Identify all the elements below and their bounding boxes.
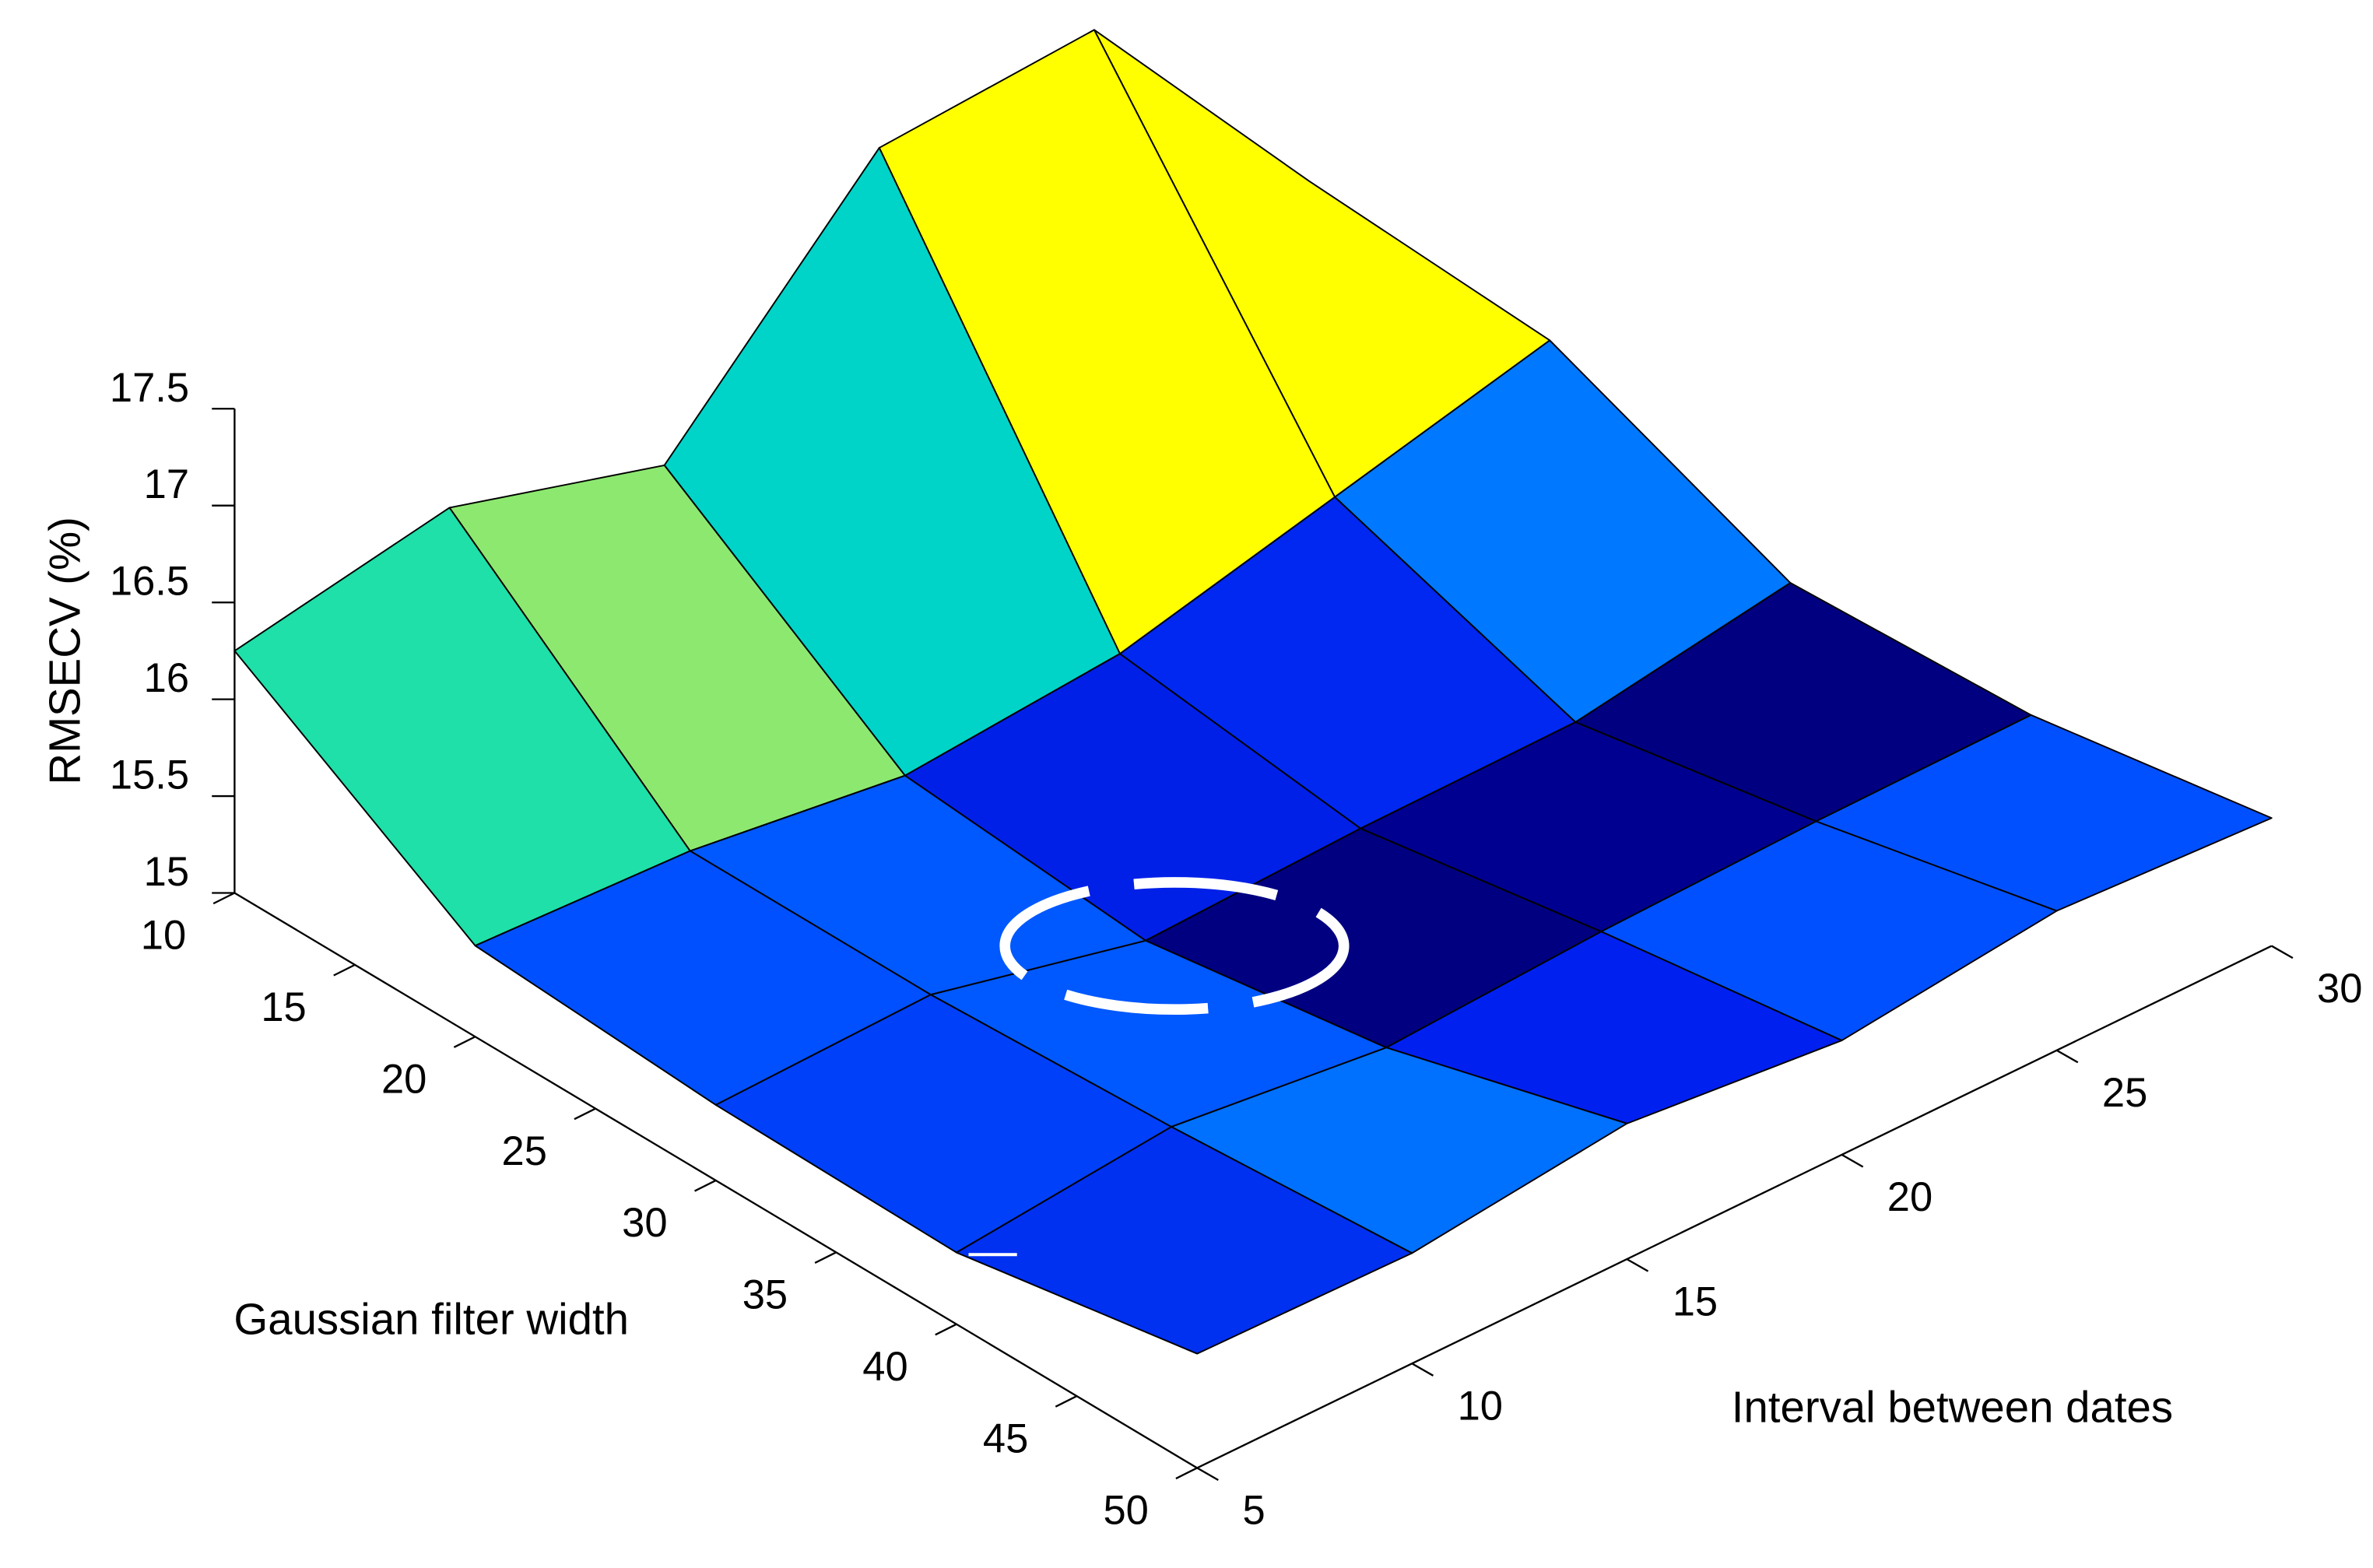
z-tick-label: 16 xyxy=(144,655,189,701)
x-tick-label: 30 xyxy=(2317,966,2362,1012)
surface xyxy=(233,29,2273,1355)
highlight-circle xyxy=(999,877,1350,1016)
y-tick-label: 20 xyxy=(381,1056,427,1102)
z-tick-label: 17 xyxy=(144,461,189,507)
y-tick-label: 10 xyxy=(141,913,186,959)
z-tick-label: 15.5 xyxy=(110,752,189,798)
x-tick xyxy=(1411,1363,1434,1377)
y-tick-label: 25 xyxy=(502,1128,547,1174)
y-tick-label: 15 xyxy=(261,984,306,1030)
surface-face xyxy=(955,1126,1413,1355)
y-tick-label: 40 xyxy=(862,1344,907,1390)
y-tick xyxy=(1055,1395,1078,1408)
y-tick xyxy=(1175,1467,1198,1480)
y-tick-label: 30 xyxy=(622,1200,667,1246)
x-tick xyxy=(1626,1258,1649,1272)
x-tick xyxy=(1841,1153,1864,1168)
y-tick xyxy=(574,1107,596,1121)
z-axis-label: RMSECV (%) xyxy=(40,517,89,785)
y-tick xyxy=(333,963,356,977)
x-axis-label: Interval between dates xyxy=(1732,1382,2173,1431)
y-tick xyxy=(935,1323,957,1336)
y-tick-label: 45 xyxy=(983,1415,1028,1461)
x-tick-label: 25 xyxy=(2102,1070,2147,1116)
x-tick-label: 5 xyxy=(1242,1488,1265,1534)
x-tick xyxy=(1196,1467,1219,1481)
z-tick-label: 15 xyxy=(144,849,189,895)
z-tick-label: 17.5 xyxy=(110,365,189,411)
x-tick xyxy=(2271,945,2294,959)
x-tick xyxy=(2056,1049,2079,1064)
y-tick xyxy=(453,1036,476,1048)
y-tick-label: 35 xyxy=(742,1272,788,1318)
y-tick xyxy=(814,1251,837,1264)
x-tick-label: 15 xyxy=(1673,1279,1718,1324)
x-tick-label: 10 xyxy=(1458,1383,1503,1429)
x-tick-label: 20 xyxy=(1887,1174,1932,1220)
z-tick-label: 16.5 xyxy=(110,559,189,605)
y-tick xyxy=(212,892,235,905)
y-tick-label: 50 xyxy=(1103,1488,1148,1534)
y-axis-label: Gaussian filter width xyxy=(233,1295,629,1344)
y-tick xyxy=(694,1179,717,1192)
